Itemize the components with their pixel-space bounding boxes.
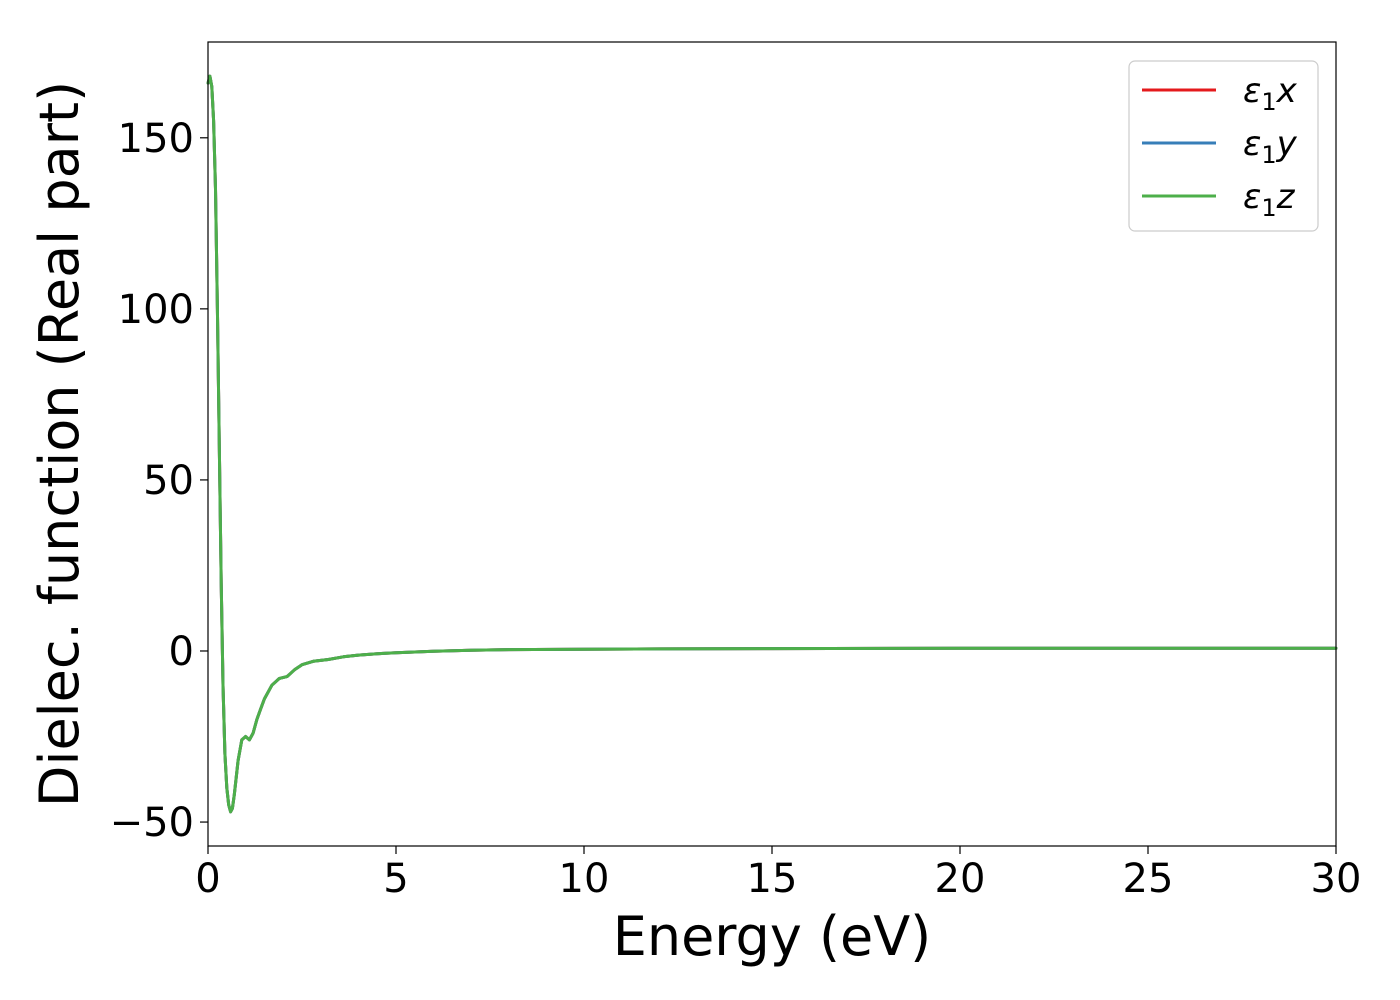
- x-tick-label: 15: [747, 856, 798, 902]
- y-axis: −50 0 50 100 150: [110, 116, 208, 846]
- y-tick-label: 50: [143, 458, 194, 504]
- y-tick-label: 0: [169, 629, 194, 675]
- legend-label-z: ε1z: [1243, 177, 1296, 222]
- y-tick-label: 100: [118, 287, 194, 333]
- series-line-z: [206, 74, 1338, 814]
- x-tick-label: 10: [559, 856, 610, 902]
- x-tick-label: 5: [383, 856, 408, 902]
- y-tick-label: −50: [110, 800, 194, 846]
- x-axis: 0 5 10 15 20 25 30: [195, 846, 1361, 902]
- x-tick-label: 25: [1123, 856, 1174, 902]
- y-axis-label: Dielec. function (Real part): [28, 81, 91, 807]
- legend-box: [1128, 60, 1319, 232]
- legend: ε1x ε1y ε1z: [1128, 60, 1319, 232]
- x-tick-label: 20: [935, 856, 986, 902]
- x-tick-label: 30: [1311, 856, 1362, 902]
- x-axis-label: Energy (eV): [613, 905, 932, 968]
- series-layer: [206, 74, 1338, 814]
- legend-label-y: ε1y: [1243, 124, 1298, 169]
- x-tick-label: 0: [195, 856, 220, 902]
- legend-label-x: ε1x: [1243, 71, 1298, 116]
- y-tick-label: 150: [118, 116, 194, 162]
